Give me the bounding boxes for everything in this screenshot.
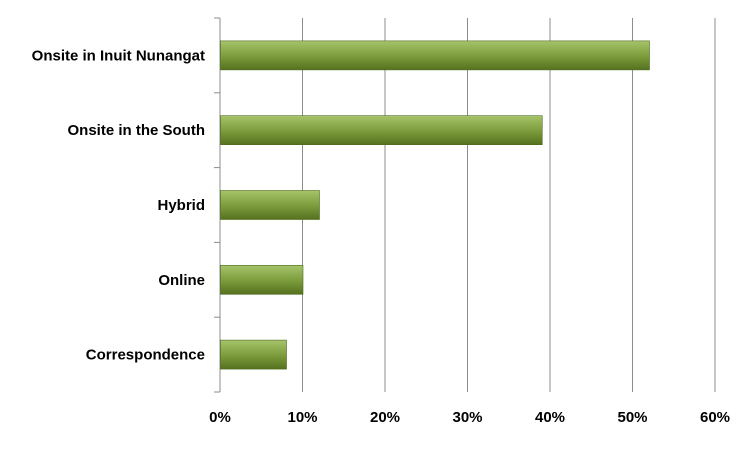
bar [220, 190, 320, 220]
x-tick-label: 50% [617, 409, 647, 426]
bar [220, 40, 650, 71]
x-tick-labels: 0% 10% 20% 30% 40% 50% 60% [209, 409, 730, 426]
bar [220, 339, 287, 370]
category-label: Correspondence [86, 347, 205, 364]
bar [220, 115, 543, 145]
x-tick-label: 40% [535, 409, 565, 426]
gridlines [302, 18, 716, 392]
category-label: Onsite in the South [68, 122, 206, 139]
x-tick-label: 10% [287, 409, 317, 426]
category-label: Hybrid [157, 197, 205, 214]
category-label: Onsite in Inuit Nunangat [32, 47, 205, 64]
bar [220, 264, 304, 295]
category-label: Online [158, 272, 205, 289]
bars [220, 40, 650, 370]
x-tick-label: 0% [209, 409, 231, 426]
x-tick-label: 20% [370, 409, 400, 426]
category-labels: Onsite in Inuit Nunangat Onsite in the So… [32, 47, 205, 363]
x-tick-label: 60% [700, 409, 730, 426]
axes [214, 17, 221, 393]
x-tick-label: 30% [452, 409, 482, 426]
